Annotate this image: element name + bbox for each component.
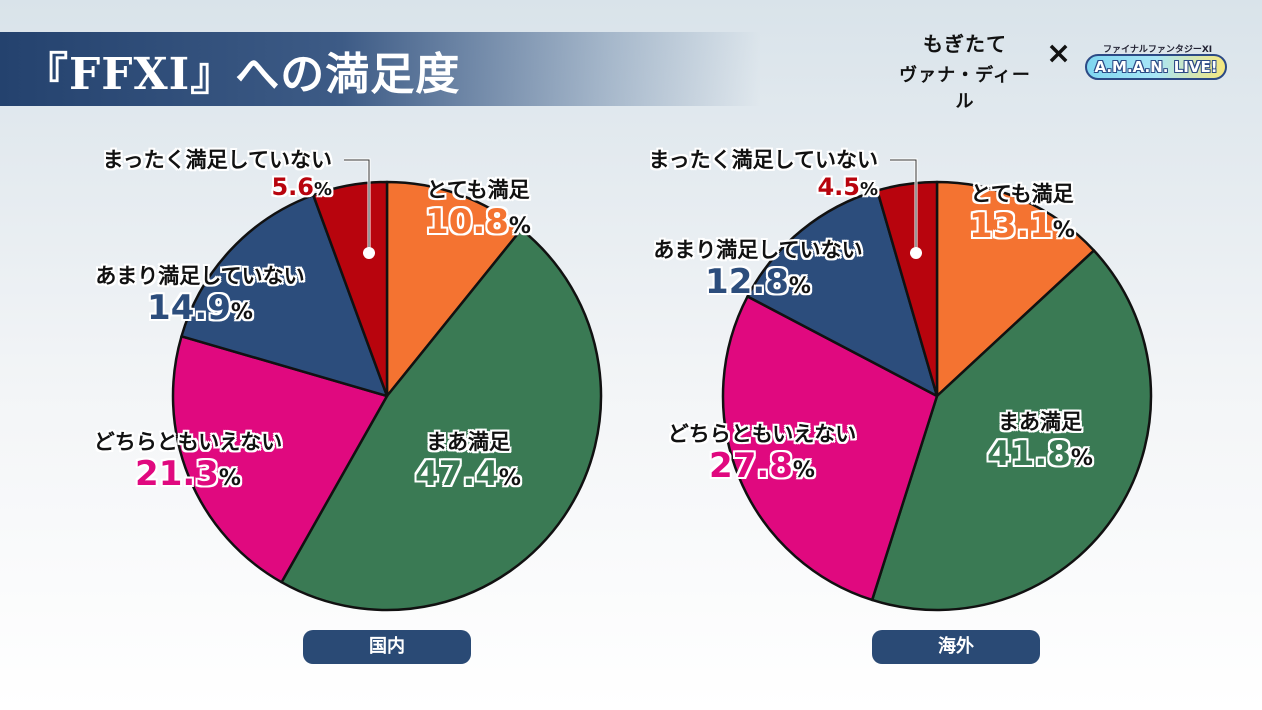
slice-value-number: 10.8 xyxy=(425,202,509,242)
slice-category-label: まあ満足 xyxy=(426,430,510,454)
slice-value-unit: % xyxy=(859,179,878,200)
slice-value-unit: % xyxy=(218,466,241,491)
slice-value-unit: % xyxy=(792,458,815,483)
slice-category-label: まあ満足 xyxy=(998,410,1082,434)
aman-live-logo-sub: ファイナルファンタジーXI xyxy=(1103,45,1213,55)
slice-label-not-very-satisfied: あまり満足していない 12.8% xyxy=(653,236,862,305)
slice-value-unit: % xyxy=(788,274,811,299)
slice-value-unit: % xyxy=(313,179,332,200)
mogitate-logo: もぎたて ヴァナ・ディール xyxy=(890,28,1040,113)
slice-label-very-satisfied: とても満足 10.8% xyxy=(425,176,531,245)
slice-value-label: 5.6% xyxy=(102,174,332,203)
pie-slice-somewhat-satisfied xyxy=(870,249,1153,612)
pie-slice-not-very-satisfied xyxy=(746,189,939,398)
pie-domestic xyxy=(171,158,603,612)
slice-value-label: 10.8% xyxy=(425,204,531,245)
slice-category-label: あまり満足していない xyxy=(95,264,305,288)
slice-value-unit: % xyxy=(508,214,531,239)
slice-value-label: 47.4% xyxy=(415,456,521,497)
slice-value-number: 13.1 xyxy=(969,206,1053,246)
slice-value-label: 12.8% xyxy=(653,264,862,305)
slice-value-label: 13.1% xyxy=(969,208,1075,249)
slice-value-number: 47.4 xyxy=(415,454,499,494)
slice-category-label: どちらともいえない xyxy=(667,422,857,446)
slice-value-label: 4.5% xyxy=(648,174,878,203)
pie-slice-not-at-all-satisfied xyxy=(876,180,939,398)
slice-value-label: 41.8% xyxy=(987,436,1093,477)
pie-slice-somewhat-satisfied xyxy=(280,228,603,612)
title-banner xyxy=(0,32,760,106)
pie-slice-not-very-satisfied xyxy=(180,193,389,398)
slice-value-number: 21.3 xyxy=(135,454,219,494)
mogitate-logo-line2: ヴァナ・ディール xyxy=(899,65,1031,112)
slice-value-unit: % xyxy=(1052,218,1075,243)
slice-value-label: 14.9% xyxy=(95,290,304,331)
slice-category-label: どちらともいえない xyxy=(93,430,283,454)
slice-label-somewhat-satisfied: まあ満足 47.4% xyxy=(415,428,521,497)
slice-label-very-satisfied: とても満足 13.1% xyxy=(969,180,1075,249)
slice-category-label: まったく満足していない xyxy=(648,148,878,172)
slice-value-unit: % xyxy=(1070,446,1093,471)
slice-category-label: とても満足 xyxy=(970,182,1074,206)
pie-slice-very-satisfied xyxy=(385,180,523,398)
slice-category-label: まったく満足していない xyxy=(102,148,332,172)
slice-value-number: 27.8 xyxy=(709,446,793,486)
aman-live-logo: ファイナルファンタジーXI A.M.A.N. LIVE! xyxy=(1085,42,1235,82)
slice-value-number: 14.9 xyxy=(147,288,231,328)
slice-label-neutral: どちらともいえない 21.3% xyxy=(94,428,283,497)
slice-label-somewhat-satisfied: まあ満足 41.8% xyxy=(987,408,1093,477)
slice-category-label: とても満足 xyxy=(426,178,530,202)
leader-line-outline xyxy=(344,159,370,253)
leader-dot xyxy=(910,247,922,259)
slice-value-number: 12.8 xyxy=(705,262,789,302)
slice-value-number: 4.5 xyxy=(817,173,860,201)
slice-label-neutral: どちらともいえない 27.8% xyxy=(668,420,857,489)
slice-value-unit: % xyxy=(230,300,253,325)
aman-live-logo-main: A.M.A.N. LIVE! xyxy=(1085,54,1227,80)
leader-dot xyxy=(363,247,375,259)
pie-slice-neutral xyxy=(721,295,939,602)
mogitate-logo-line1: もぎたて xyxy=(923,32,1007,56)
region-badge-overseas: 海外 xyxy=(872,630,1040,664)
logo-separator: × xyxy=(1046,36,1072,71)
page-title: 『FFXI』への満足度 xyxy=(24,49,461,100)
slice-value-unit: % xyxy=(498,466,521,491)
logo-area: もぎたて ヴァナ・ディール × ファイナルファンタジーXI A.M.A.N. L… xyxy=(880,28,1240,112)
pie-slice-very-satisfied xyxy=(935,180,1096,398)
slice-label-not-at-all-satisfied: まったく満足していない 5.6% xyxy=(102,146,332,203)
slice-value-number: 5.6 xyxy=(271,173,314,201)
slice-value-label: 27.8% xyxy=(668,448,857,489)
slice-label-not-at-all-satisfied: まったく満足していない 4.5% xyxy=(648,146,878,203)
slice-label-not-very-satisfied: あまり満足していない 14.9% xyxy=(95,262,304,331)
slice-category-label: あまり満足していない xyxy=(653,238,863,262)
pie-overseas xyxy=(721,158,1153,612)
leader-line-outline xyxy=(890,159,917,253)
slice-value-label: 21.3% xyxy=(94,456,283,497)
slice-value-number: 41.8 xyxy=(987,434,1071,474)
pie-slice-neutral xyxy=(171,335,389,584)
region-badge-domestic: 国内 xyxy=(303,630,471,664)
